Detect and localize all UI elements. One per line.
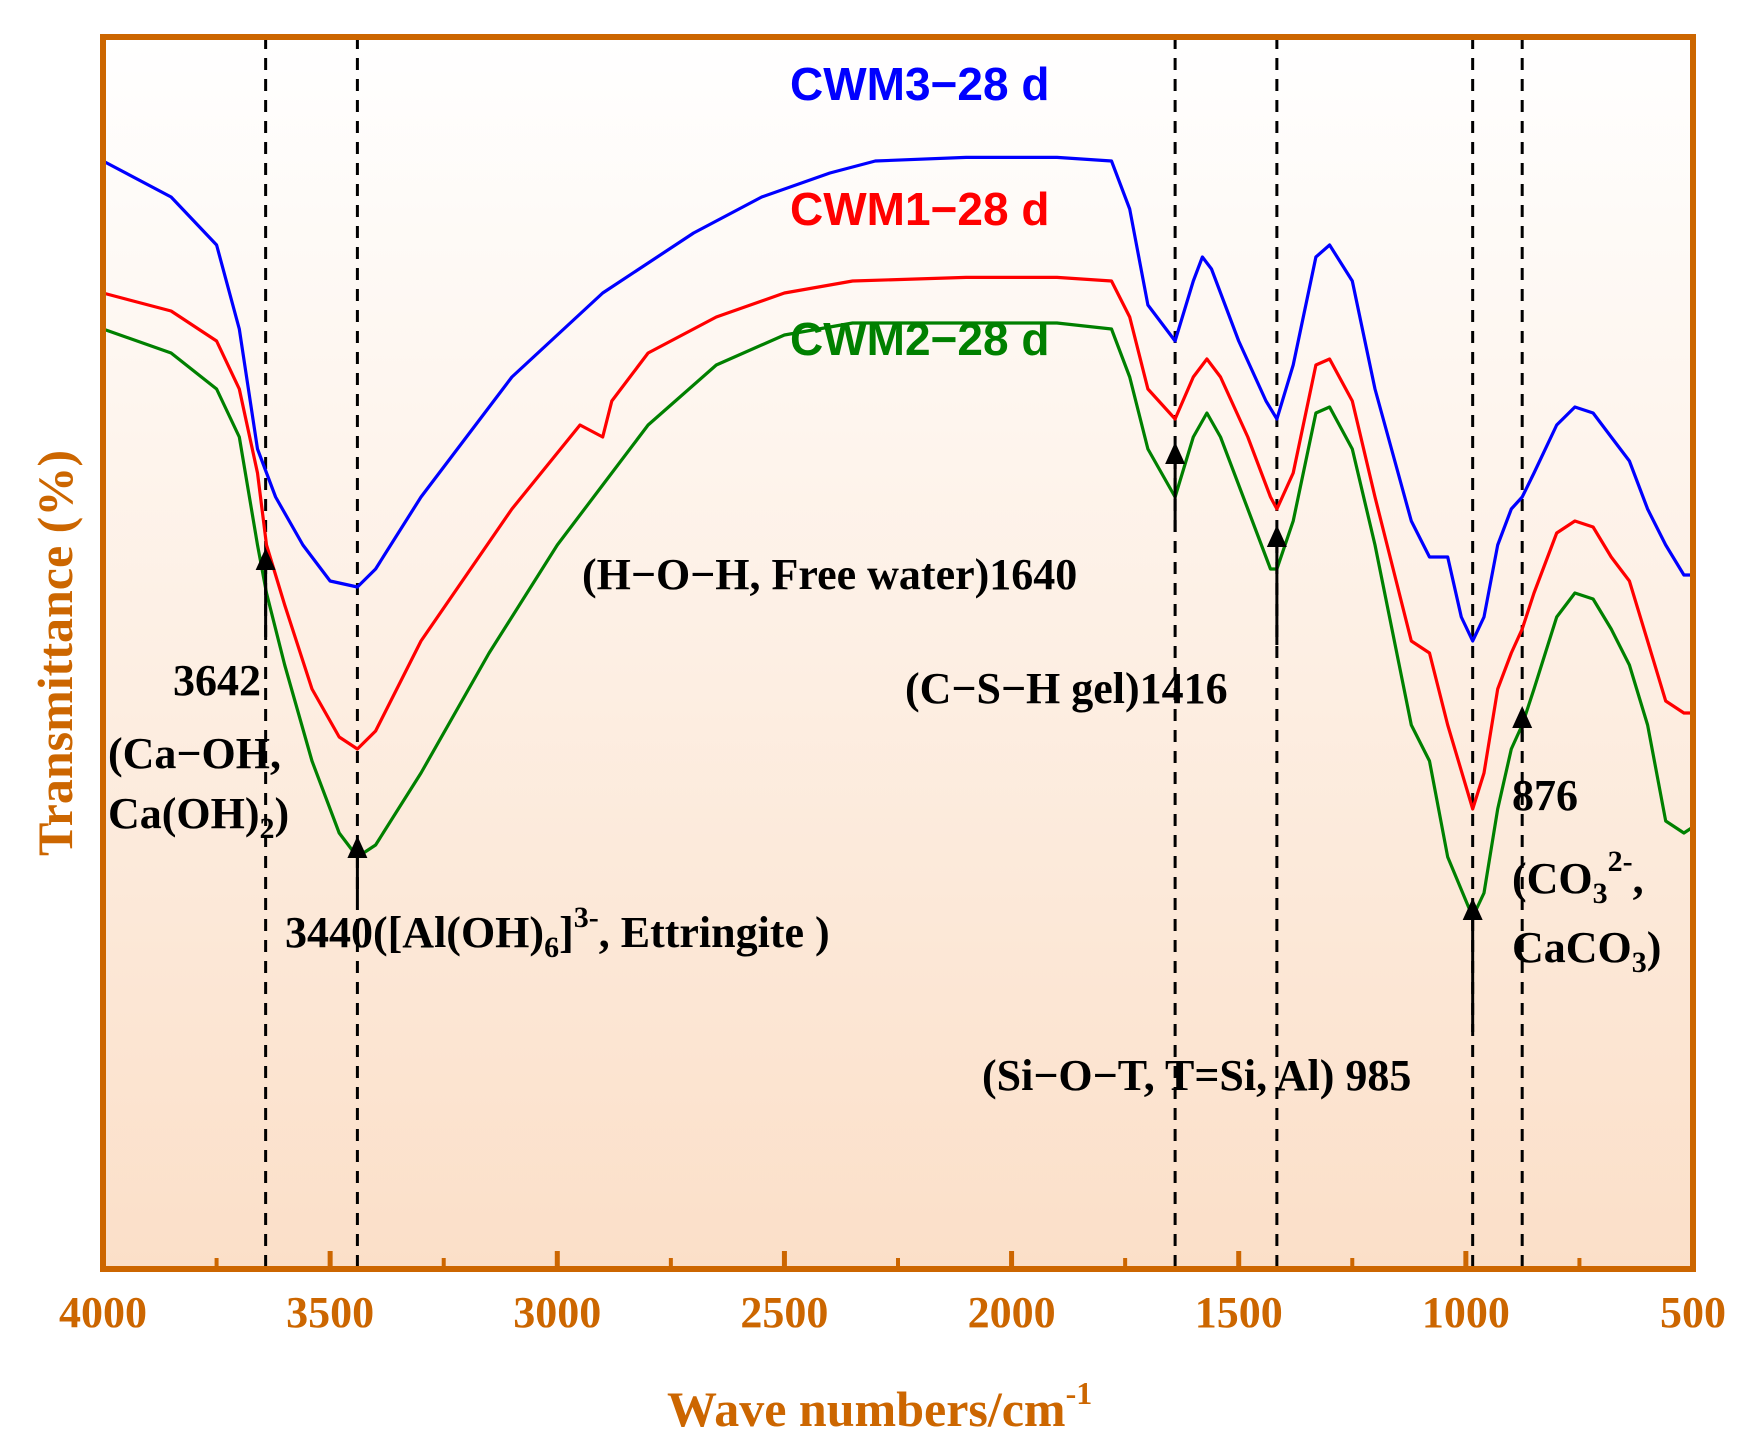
y-axis-title: Transmittance (%)	[27, 450, 83, 856]
annotation-3642-line3: Ca(OH)2)	[108, 789, 289, 845]
series-line-1	[102, 155, 1693, 643]
x-tick-label-500: 500	[1660, 1288, 1726, 1337]
x-tick-label-1500: 1500	[1195, 1288, 1283, 1337]
series-line-2	[102, 275, 1693, 811]
arrow-head-985	[1462, 898, 1483, 920]
x-tick-label-3000: 3000	[513, 1288, 601, 1337]
annotation-876-number: 876	[1512, 771, 1578, 820]
annotation-985: (Si−O−T, T=Si, Al) 985	[982, 1051, 1411, 1100]
annotation-3642-number: 3642	[173, 656, 261, 705]
x-tick-label-2500: 2500	[740, 1288, 828, 1337]
arrow-head-1640	[1165, 442, 1186, 464]
arrow-head-876	[1512, 706, 1533, 728]
annotation-876-line3: CaCO3)	[1512, 923, 1661, 979]
legend-cwm1: CWM1−28 d	[790, 183, 1049, 235]
legend-cwm3: CWM3−28 d	[790, 58, 1049, 110]
x-tick-label-1000: 1000	[1422, 1288, 1510, 1337]
x-tick-label-3500: 3500	[286, 1288, 374, 1337]
annotation-876-line2: (CO32-,	[1512, 845, 1644, 910]
x-axis-title: Wave numbers/cm-1	[667, 1375, 1092, 1437]
x-tick-label-4000: 4000	[59, 1288, 147, 1337]
annotation-1416: (C−S−H gel)1416	[905, 664, 1228, 713]
x-tick-label-2000: 2000	[968, 1288, 1056, 1337]
arrow-head-1416	[1266, 525, 1287, 547]
legend-cwm2: CWM2−28 d	[790, 313, 1049, 365]
arrow-head-3440	[347, 836, 368, 858]
annotation-3440: 3440([Al(OH)6]3-, Ettringite )	[285, 901, 830, 964]
annotation-3642-line2: (Ca−OH,	[108, 729, 281, 778]
annotation-1640: (H−O−H, Free water)1640	[582, 550, 1077, 599]
arrow-head-3642	[255, 548, 276, 570]
